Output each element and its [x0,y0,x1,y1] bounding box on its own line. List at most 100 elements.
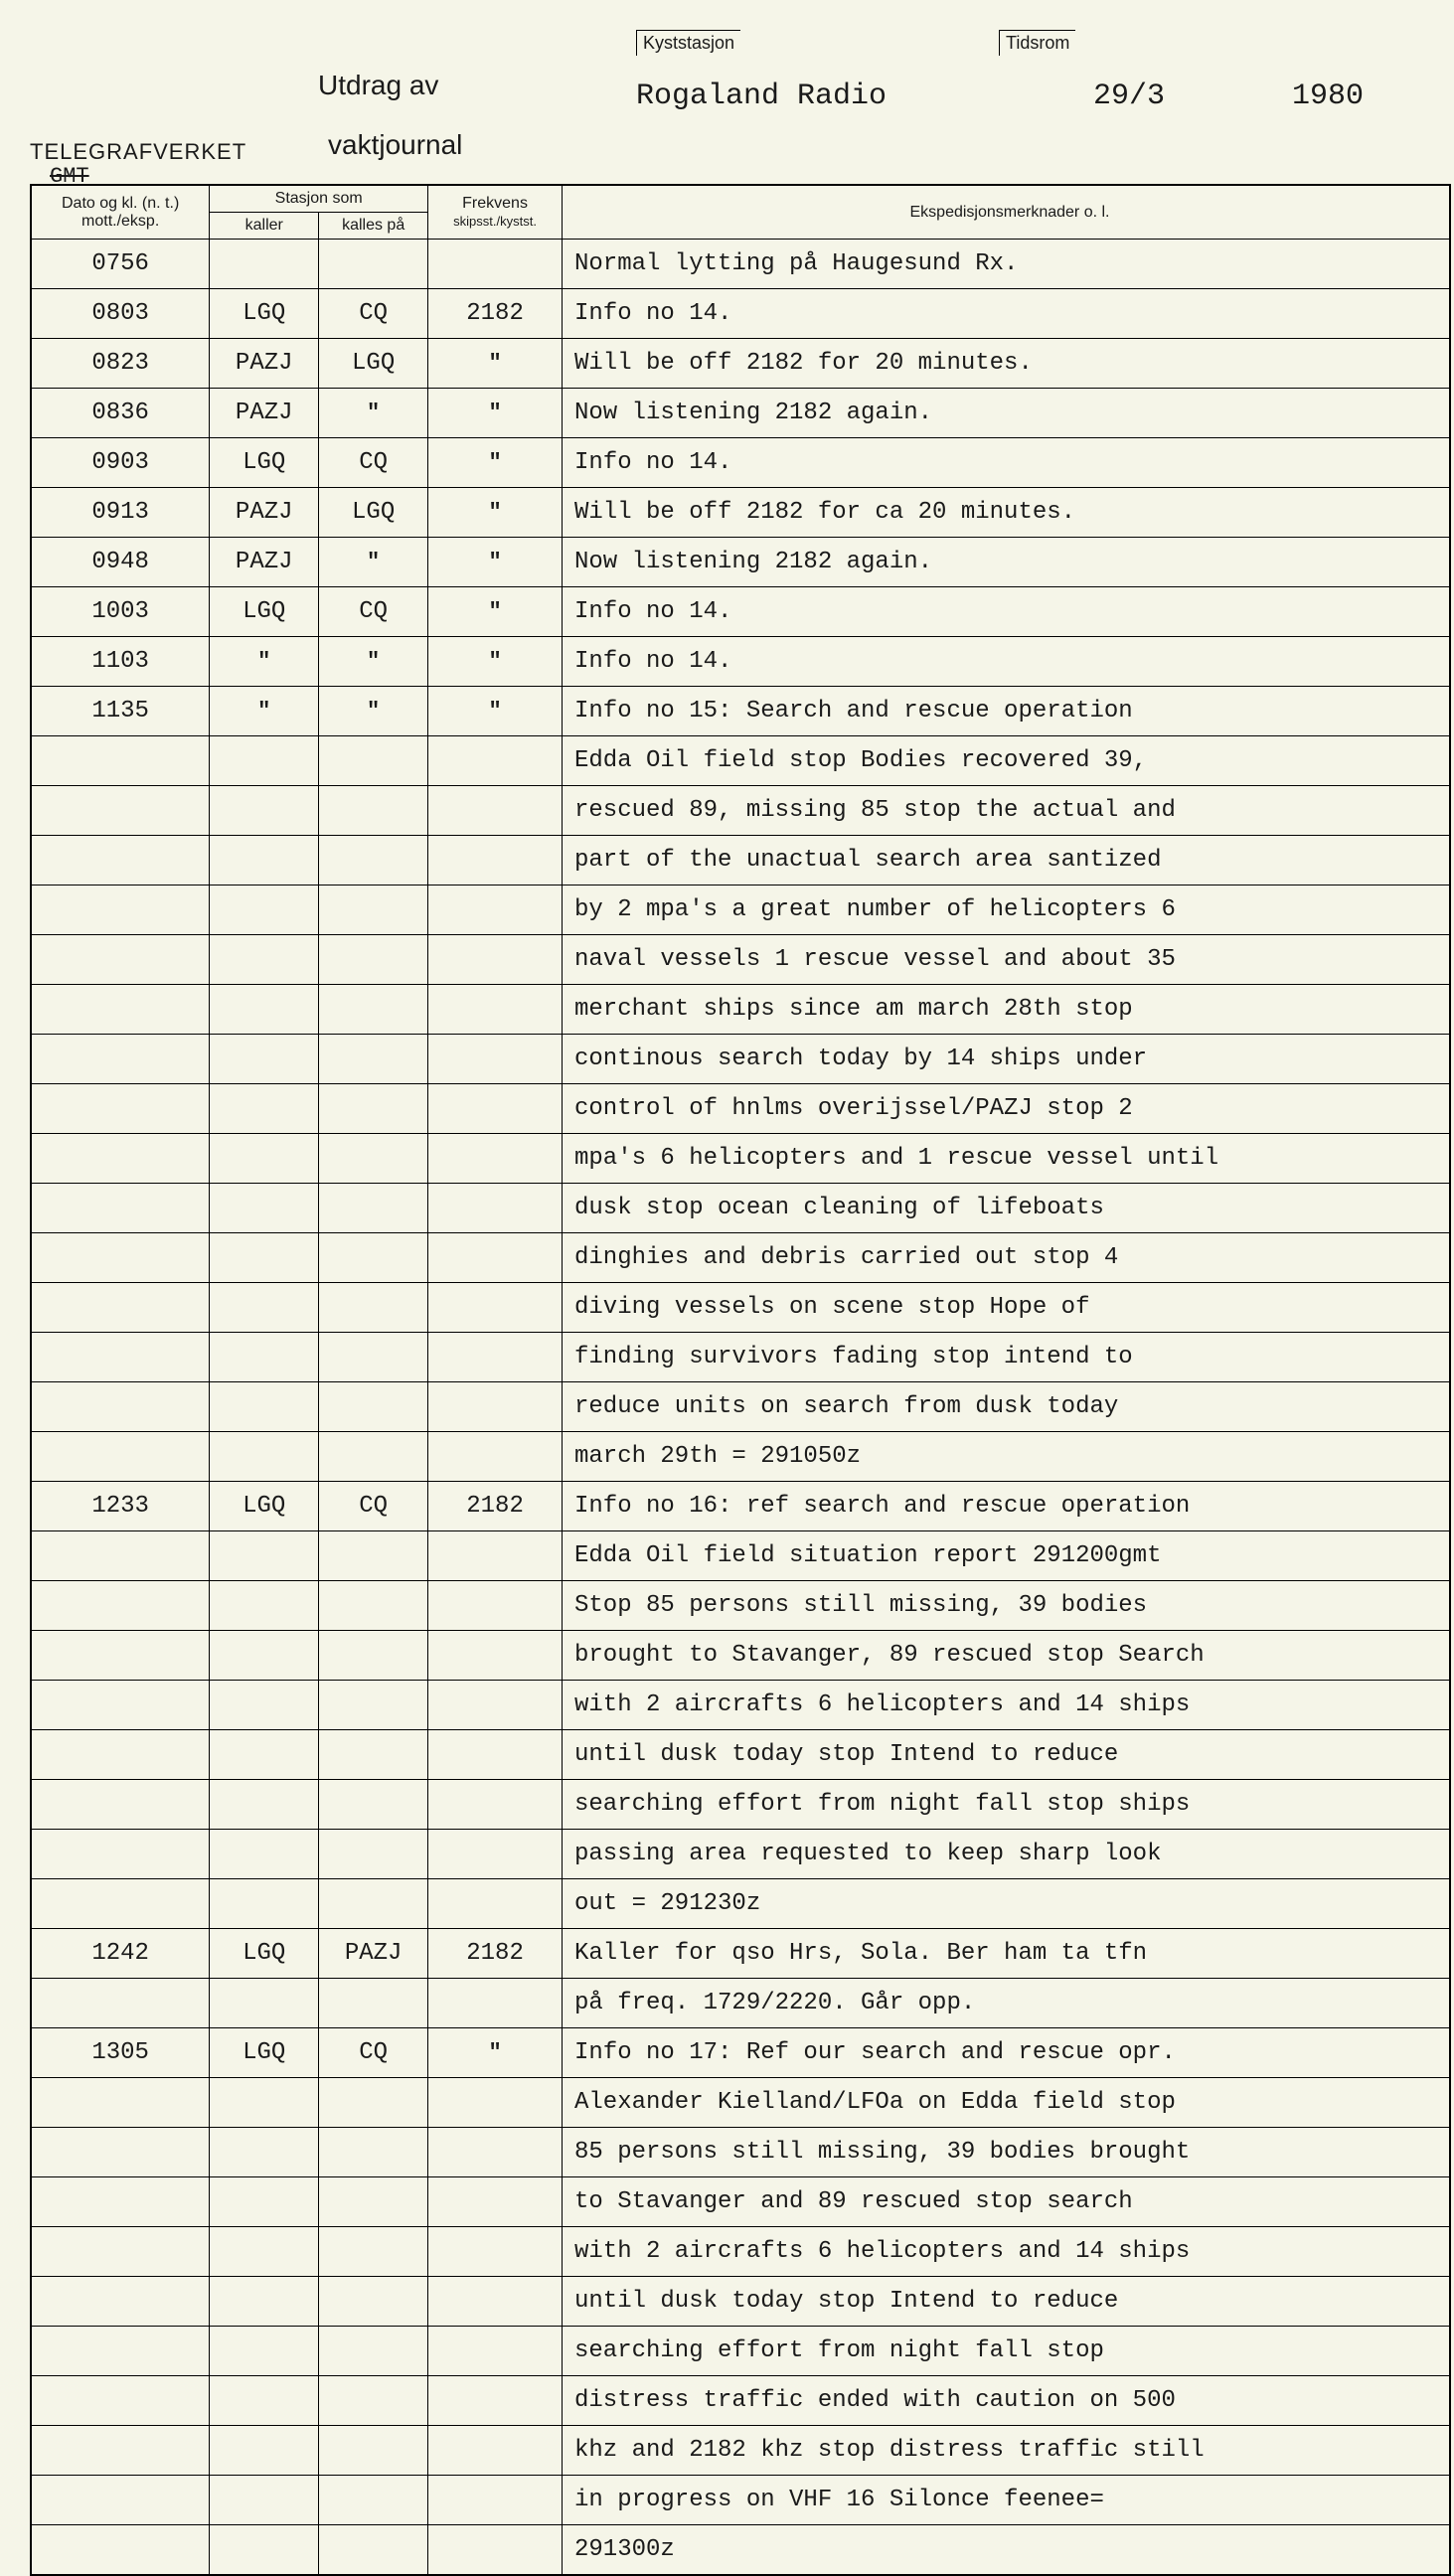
table-cell-notes: dusk stop ocean cleaning of lifeboats [562,1184,1450,1233]
table-cell [428,1084,563,1134]
table-cell-notes: control of hnlms overijssel/PAZJ stop 2 [562,1084,1450,1134]
table-cell-notes: Info no 15: Search and rescue operation [562,687,1450,736]
table-cell [210,2078,319,2128]
table-row: merchant ships since am march 28th stop [31,985,1450,1035]
table-cell [319,2376,428,2426]
table-row: out = 291230z [31,1879,1450,1929]
table-cell: 0903 [31,438,210,488]
table-cell [31,1184,210,1233]
table-cell-notes: rescued 89, missing 85 stop the actual a… [562,786,1450,836]
table-cell [428,1333,563,1382]
table-row: 85 persons still missing, 39 bodies brou… [31,2128,1450,2177]
table-cell [319,2227,428,2277]
table-cell [31,1631,210,1681]
table-cell [31,736,210,786]
table-cell-notes: Kaller for qso Hrs, Sola. Ber ham ta tfn [562,1929,1450,1979]
table-cell [319,1233,428,1283]
table-cell: Normal lytting på Haugesund Rx. [562,240,1450,289]
table-cell [210,1382,319,1432]
table-row: 1003LGQCQ"Info no 14. [31,587,1450,637]
table-cell [210,2277,319,2327]
table-cell [31,886,210,935]
table-cell [428,2277,563,2327]
table-cell: " [428,538,563,587]
table-cell: LGQ [210,438,319,488]
table-row: with 2 aircrafts 6 helicopters and 14 sh… [31,2227,1450,2277]
table-cell [210,1035,319,1084]
table-cell [319,935,428,985]
table-cell [428,1730,563,1780]
table-cell [319,2177,428,2227]
table-cell [319,2426,428,2476]
table-cell [428,786,563,836]
table-cell [210,1531,319,1581]
table-cell: " [428,2028,563,2078]
table-cell [210,1979,319,2028]
table-cell [31,1581,210,1631]
table-cell [428,2426,563,2476]
table-row: 0823PAZJLGQ"Will be off 2182 for 20 minu… [31,339,1450,389]
table-cell [31,2426,210,2476]
table-cell-notes: distress traffic ended with caution on 5… [562,2376,1450,2426]
table-cell: LGQ [210,1929,319,1979]
table-cell [210,1184,319,1233]
table-cell: PAZJ [210,389,319,438]
document-title: Utdrag av [318,70,438,101]
table-row: in progress on VHF 16 Silonce feenee= [31,2476,1450,2525]
table-cell [210,1780,319,1830]
kyststasjon-label: Kyststasjon [636,30,740,56]
document-subtitle: vaktjournal [328,129,462,161]
table-row: reduce units on search from dusk today [31,1382,1450,1432]
col-header-dato: Dato og kl. (n. t.) mott./eksp. [31,185,210,240]
table-cell-notes: until dusk today stop Intend to reduce [562,2277,1450,2327]
table-cell [319,1730,428,1780]
table-row: searching effort from night fall stop [31,2327,1450,2376]
table-cell: Will be off 2182 for ca 20 minutes. [562,488,1450,538]
table-cell-notes: with 2 aircrafts 6 helicopters and 14 sh… [562,2227,1450,2277]
table-cell [210,2227,319,2277]
table-cell [319,1581,428,1631]
table-row: mpa's 6 helicopters and 1 rescue vessel … [31,1134,1450,1184]
table-cell: " [319,389,428,438]
table-cell [210,1631,319,1681]
table-row: 1135"""Info no 15: Search and rescue ope… [31,687,1450,736]
table-cell [319,1333,428,1382]
table-cell-notes: naval vessels 1 rescue vessel and about … [562,935,1450,985]
table-cell: 1135 [31,687,210,736]
table-cell [31,2277,210,2327]
table-cell [319,2277,428,2327]
table-cell [319,836,428,886]
table-cell [319,2327,428,2376]
table-cell [31,1134,210,1184]
table-cell [210,886,319,935]
table-row: until dusk today stop Intend to reduce [31,2277,1450,2327]
table-row: Stop 85 persons still missing, 39 bodies [31,1581,1450,1631]
table-cell [428,2476,563,2525]
table-cell: 0823 [31,339,210,389]
table-row: 0913PAZJLGQ"Will be off 2182 for ca 20 m… [31,488,1450,538]
table-cell [428,1780,563,1830]
table-cell [210,2525,319,2575]
col-header-stasjon: Stasjon som [210,185,428,213]
table-cell: 0913 [31,488,210,538]
table-cell [428,2177,563,2227]
table-cell [428,1432,563,1482]
table-cell [428,1681,563,1730]
table-cell [428,1233,563,1283]
table-body: 0756Normal lytting på Haugesund Rx.0803L… [31,240,1450,2575]
table-cell-notes: out = 291230z [562,1879,1450,1929]
table-cell [210,2177,319,2227]
table-cell: Info no 14. [562,587,1450,637]
table-cell-notes: reduce units on search from dusk today [562,1382,1450,1432]
table-row: finding survivors fading stop intend to [31,1333,1450,1382]
table-row: på freq. 1729/2220. Går opp. [31,1979,1450,2028]
table-row: 0948PAZJ""Now listening 2182 again. [31,538,1450,587]
table-cell-notes: khz and 2182 khz stop distress traffic s… [562,2426,1450,2476]
table-cell: CQ [319,2028,428,2078]
table-row: dinghies and debris carried out stop 4 [31,1233,1450,1283]
table-row: diving vessels on scene stop Hope of [31,1283,1450,1333]
table-cell [428,2128,563,2177]
table-cell [319,2078,428,2128]
table-cell-notes: 85 persons still missing, 39 bodies brou… [562,2128,1450,2177]
table-row: naval vessels 1 rescue vessel and about … [31,935,1450,985]
